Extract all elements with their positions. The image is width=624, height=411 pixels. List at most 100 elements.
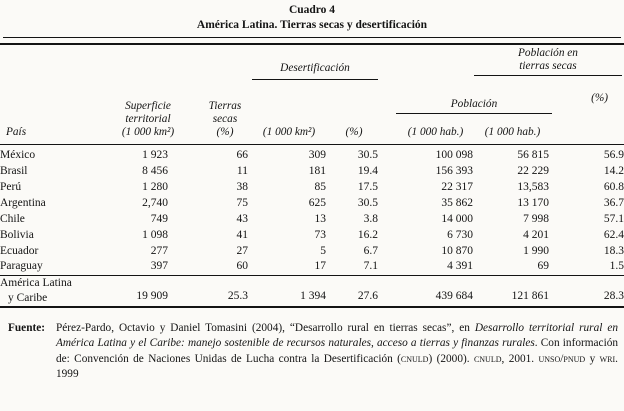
cell-tierras-secas: 75 [236, 196, 249, 209]
table-row: Paraguay 397 60 17 7.1 4 391 69 1.5 [0, 259, 624, 275]
cell-desert-pct: 16.2 [357, 228, 378, 241]
cell-desert-km2: 85 [314, 180, 327, 193]
col-header-superficie-line1: Superficie [125, 100, 171, 112]
col-group-poblacion-ts-line2: tierras secas [519, 60, 577, 72]
source-segment: . 1999 [56, 352, 618, 381]
cell-poblacion: 10 870 [441, 244, 473, 257]
cell-total-desert-km2: 1 394 [248, 274, 326, 307]
cell-poblacion: 35 862 [441, 196, 473, 209]
cell-tierras-secas: 43 [236, 212, 249, 225]
cell-superficie: 749 [150, 212, 168, 225]
table-row: Ecuador 277 27 5 6.7 10 870 1 990 18.3 [0, 243, 624, 259]
cell-pais: Argentina [0, 196, 46, 209]
col-header-poblacion-ts-hab: (1 000 hab.) [484, 126, 541, 138]
source-segment: , 2001. [501, 352, 539, 365]
cell-poblacion-ts-pct: 36.7 [603, 196, 624, 209]
cell-desert-pct: 30.5 [357, 196, 378, 209]
total-label-line1: América Latina [0, 276, 72, 289]
col-header-desert-km2: (1 000 km²) [262, 126, 316, 138]
cell-desert-pct: 17.5 [357, 180, 378, 193]
cell-pais: Bolivia [0, 228, 34, 241]
col-header-superficie: Superficie territorial (1 000 km²) [98, 100, 198, 139]
source-segment-acronym: cnuld [400, 352, 429, 365]
cell-total-desert-pct: 27.6 [326, 274, 378, 307]
source-segment: y [585, 352, 600, 365]
source-segment: ) (2000). [428, 352, 474, 365]
cell-tierras-secas: 41 [236, 228, 249, 241]
col-group-poblacion: Población [396, 98, 552, 114]
cell-tierras-secas: 66 [236, 148, 249, 161]
cell-desert-km2: 13 [314, 212, 327, 225]
cell-poblacion-ts: 22 229 [517, 164, 549, 177]
cell-pais: Perú [0, 180, 22, 193]
col-header-superficie-line3: (1 000 km²) [121, 126, 175, 138]
cell-poblacion-ts-pct: 60.8 [603, 180, 624, 193]
cell-poblacion-ts-pct: 1.5 [609, 260, 624, 273]
cell-poblacion: 100 098 [435, 148, 473, 161]
cell-total-poblacion-ts: 121 861 [473, 274, 549, 307]
cell-superficie: 277 [150, 244, 168, 257]
cell-total-label: América Latina y Caribe [0, 274, 96, 307]
col-group-desertificacion: Desertificación [252, 62, 378, 80]
table-caption: Cuadro 4 [288, 4, 336, 16]
col-header-poblacion-hab: (1 000 hab.) [407, 126, 464, 138]
cell-desert-km2: 17 [314, 260, 327, 273]
col-header-tierras-line2: secas [212, 113, 238, 125]
cell-desert-km2: 5 [320, 244, 326, 257]
table-row: Bolivia 1 098 41 73 16.2 6 730 4 201 62.… [0, 227, 624, 243]
table-row: Perú 1 280 38 85 17.5 22 317 13,583 60.8 [0, 179, 624, 195]
col-header-superficie-line2: territorial [125, 113, 171, 125]
cell-superficie: 397 [150, 260, 168, 273]
cell-tierras-secas: 11 [236, 164, 248, 177]
col-header-tierras-secas: Tierras secas (%) [198, 100, 252, 139]
cell-poblacion-ts-pct: 57.1 [603, 212, 624, 225]
cell-superficie: 8 456 [142, 164, 168, 177]
cell-tierras-secas: 38 [236, 180, 249, 193]
cell-tierras-secas: 27 [236, 244, 249, 257]
col-header-pais: País [6, 126, 27, 138]
cell-poblacion-ts-pct: 18.3 [603, 244, 624, 257]
data-table: México 1 923 66 309 30.5 100 098 56 815 … [0, 147, 624, 308]
cell-poblacion-ts: 69 [537, 260, 550, 273]
cell-poblacion-ts: 13 170 [517, 196, 549, 209]
cell-poblacion-ts: 7 998 [523, 212, 549, 225]
cell-total-poblacion: 439 684 [378, 274, 473, 307]
cell-desert-pct: 3.8 [363, 212, 378, 225]
cell-desert-km2: 625 [308, 196, 326, 209]
cell-poblacion-ts: 1 990 [523, 244, 549, 257]
cell-pais: México [0, 148, 36, 161]
col-header-tierras-line3: (%) [216, 126, 234, 138]
source-segment-acronym: cnuld [473, 352, 502, 365]
cell-total-superficie: 19 909 [96, 274, 168, 307]
cell-poblacion-ts: 56 815 [517, 148, 549, 161]
cell-desert-km2: 181 [308, 164, 326, 177]
cell-poblacion-ts-pct: 56.9 [603, 148, 624, 161]
cell-total-poblacion-ts-pct: 28.3 [549, 274, 624, 307]
table-total-row: América Latina y Caribe 19 909 25.3 1 39… [0, 274, 624, 307]
title-rule [3, 37, 621, 38]
source-segment-acronym: unso/pnud [538, 352, 586, 365]
cell-superficie: 1 098 [142, 228, 168, 241]
table-row: Argentina 2,740 75 625 30.5 35 862 13 17… [0, 195, 624, 211]
col-header-poblacion-ts-pct: (%) [591, 92, 608, 104]
cell-poblacion-ts-pct: 14.2 [603, 164, 624, 177]
cell-poblacion: 22 317 [441, 180, 473, 193]
cell-superficie: 1 280 [142, 180, 168, 193]
cell-pais: Brasil [0, 164, 28, 177]
cell-poblacion: 156 393 [435, 164, 473, 177]
source-segment: Pérez-Pardo, Octavio y Daniel Tomasini (… [56, 321, 475, 334]
cell-desert-pct: 30.5 [357, 148, 378, 161]
source-segment-book-title: Desarrollo territorial rural en América … [56, 321, 618, 350]
table-row: México 1 923 66 309 30.5 100 098 56 815 … [0, 147, 624, 163]
cell-desert-pct: 19.4 [357, 164, 378, 177]
source-segment: . Con información de: Convención de Naci… [56, 337, 618, 365]
col-group-poblacion-ts-line1: Población en [518, 47, 578, 59]
cell-desert-km2: 309 [308, 148, 326, 161]
cell-poblacion-ts-pct: 62.4 [603, 228, 624, 241]
table-row: Chile 749 43 13 3.8 14 000 7 998 57.1 [0, 211, 624, 227]
cell-total-tierras-secas: 25.3 [168, 274, 248, 307]
col-group-poblacion-tierras-secas: Población en tierras secas [474, 47, 622, 76]
cell-tierras-secas: 60 [236, 260, 249, 273]
cell-pais: Paraguay [0, 260, 43, 273]
